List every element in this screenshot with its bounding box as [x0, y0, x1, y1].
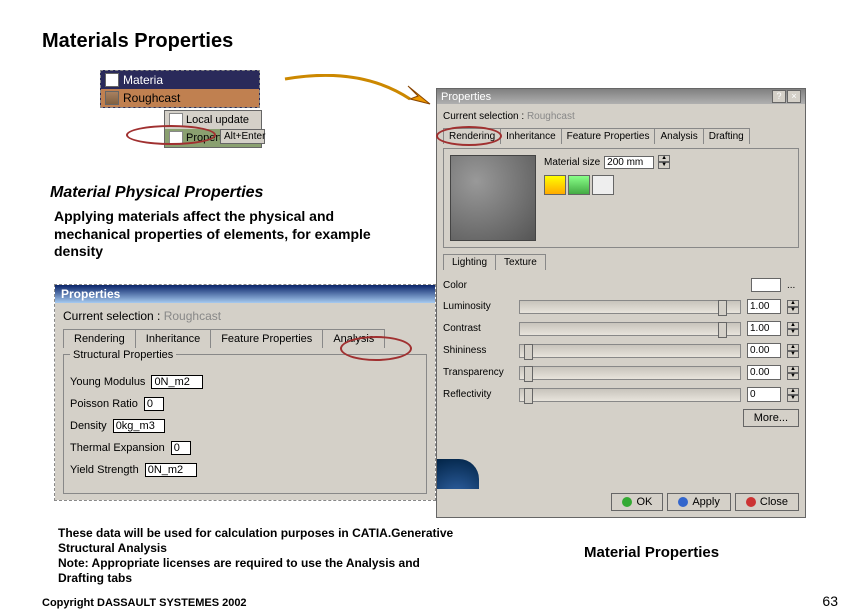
tree-item-label: Materia — [123, 73, 163, 87]
current-selection-label: Current selection : — [63, 309, 164, 323]
current-selection-label: Current selection : — [443, 111, 527, 122]
luminosity-value[interactable] — [747, 299, 781, 314]
spinner-down[interactable]: ▼ — [787, 373, 799, 380]
young-modulus-input[interactable] — [151, 375, 203, 389]
spinner-down[interactable]: ▼ — [787, 329, 799, 336]
young-modulus-label: Young Modulus — [70, 376, 145, 388]
earth-decoration — [437, 459, 479, 489]
shininess-slider[interactable] — [519, 344, 741, 358]
reflectivity-slider[interactable] — [519, 388, 741, 402]
density-label: Density — [70, 420, 107, 432]
thermal-expansion-input[interactable] — [171, 441, 191, 455]
right-caption: Material Properties — [584, 544, 719, 561]
material-preview — [450, 155, 536, 241]
spinner-up[interactable]: ▲ — [787, 366, 799, 373]
spinner-up[interactable]: ▲ — [658, 155, 670, 162]
material-size-input[interactable] — [604, 156, 654, 169]
fieldset-title: Structural Properties — [70, 349, 176, 361]
shininess-value[interactable] — [747, 343, 781, 358]
color-swatch[interactable] — [751, 278, 781, 292]
copyright-text: Copyright DASSAULT SYSTEMES 2002 — [42, 597, 247, 609]
spinner-down[interactable]: ▼ — [787, 395, 799, 402]
arrow-swoosh-icon — [280, 74, 440, 116]
tab-feature-properties[interactable]: Feature Properties — [211, 329, 323, 348]
highlight-ellipse — [126, 125, 216, 145]
close-icon — [746, 497, 756, 507]
transparency-slider[interactable] — [519, 366, 741, 380]
ctx-item-label: Local update — [186, 114, 249, 126]
tab-feature-properties[interactable]: Feature Properties — [562, 128, 656, 144]
poisson-ratio-label: Poisson Ratio — [70, 398, 138, 410]
current-selection-value: Roughcast — [527, 111, 575, 122]
lighting-sliders: Color ... Luminosity ▲▼ Contrast ▲▼ Shin… — [443, 278, 799, 402]
tree-item-label: Roughcast — [123, 91, 180, 105]
sub-tabs: Lighting Texture — [443, 254, 799, 270]
luminosity-slider[interactable] — [519, 300, 741, 314]
transparency-label: Transparency — [443, 367, 513, 378]
material-preview-area: Material size ▲▼ — [443, 148, 799, 248]
tab-rendering[interactable]: Rendering — [63, 329, 136, 348]
tab-inheritance[interactable]: Inheritance — [501, 128, 561, 144]
section-subtitle: Material Physical Properties — [50, 184, 263, 202]
color-dropdown-icon[interactable]: ... — [787, 280, 799, 291]
footnote-text: These data will be used for calculation … — [58, 526, 458, 586]
dialog-titlebar: Properties — [55, 285, 435, 303]
spinner-up[interactable]: ▲ — [787, 388, 799, 395]
density-input[interactable] — [113, 419, 165, 433]
ok-icon — [622, 497, 632, 507]
luminosity-label: Luminosity — [443, 301, 513, 312]
section-body: Applying materials affect the physical a… — [54, 208, 384, 261]
spinner-down[interactable]: ▼ — [787, 351, 799, 358]
subtab-lighting[interactable]: Lighting — [443, 254, 496, 270]
reflectivity-label: Reflectivity — [443, 389, 513, 400]
yield-strength-label: Yield Strength — [70, 464, 139, 476]
contrast-slider[interactable] — [519, 322, 741, 336]
current-selection-value: Roughcast — [164, 309, 221, 323]
page-number: 63 — [822, 593, 838, 609]
apply-icon — [678, 497, 688, 507]
preview-mode-icon[interactable] — [544, 175, 566, 195]
tab-inheritance[interactable]: Inheritance — [136, 329, 211, 348]
page-title: Materials Properties — [42, 30, 233, 53]
tab-drafting[interactable]: Drafting — [704, 128, 750, 144]
more-button[interactable]: More... — [743, 409, 799, 427]
contrast-value[interactable] — [747, 321, 781, 336]
dialog-titlebar: Properties ? × — [437, 89, 805, 104]
contrast-label: Contrast — [443, 323, 513, 334]
dialog-title: Properties — [441, 91, 491, 103]
help-button[interactable]: ? — [772, 90, 786, 103]
subtab-texture[interactable]: Texture — [496, 254, 546, 270]
highlight-ellipse — [340, 336, 412, 361]
preview-mode-icon[interactable] — [568, 175, 590, 195]
analysis-properties-dialog: Properties Current selection : Roughcast… — [54, 284, 436, 501]
preview-mode-icon[interactable] — [592, 175, 614, 195]
tree-item-materia[interactable]: Materia — [101, 71, 259, 89]
close-button[interactable]: Close — [735, 493, 799, 511]
transparency-value[interactable] — [747, 365, 781, 380]
spinner-up[interactable]: ▲ — [787, 322, 799, 329]
spinner-down[interactable]: ▼ — [658, 162, 670, 169]
rendering-properties-dialog: Properties ? × Current selection : Rough… — [436, 88, 806, 518]
structural-properties-group: Structural Properties Young Modulus Pois… — [63, 354, 427, 494]
poisson-ratio-input[interactable] — [144, 397, 164, 411]
spinner-up[interactable]: ▲ — [787, 344, 799, 351]
material-icon — [105, 91, 119, 105]
spinner-down[interactable]: ▼ — [787, 307, 799, 314]
tab-analysis[interactable]: Analysis — [655, 128, 703, 144]
spinner-up[interactable]: ▲ — [787, 300, 799, 307]
ok-button[interactable]: OK — [611, 493, 663, 511]
apply-button[interactable]: Apply — [667, 493, 731, 511]
thermal-expansion-label: Thermal Expansion — [70, 442, 165, 454]
ctx-shortcut: Alt+Enter — [220, 129, 265, 144]
cube-icon — [105, 73, 119, 87]
reflectivity-value[interactable] — [747, 387, 781, 402]
shininess-label: Shininess — [443, 345, 513, 356]
color-label: Color — [443, 280, 513, 291]
close-button[interactable]: × — [787, 90, 801, 103]
tree-panel: Materia Roughcast — [100, 70, 260, 108]
highlight-ellipse — [436, 126, 502, 146]
yield-strength-input[interactable] — [145, 463, 197, 477]
tree-item-roughcast[interactable]: Roughcast — [101, 89, 259, 107]
material-size-label: Material size — [544, 157, 600, 168]
